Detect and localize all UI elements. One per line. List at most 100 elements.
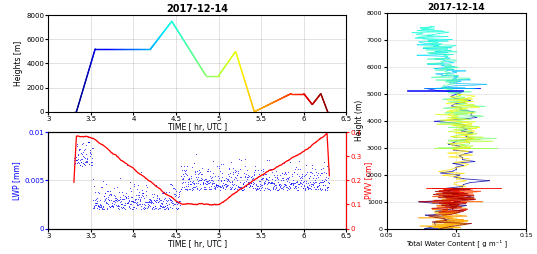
Point — [155, 207, 163, 211]
Point — [177, 187, 185, 191]
Point — [259, 173, 267, 177]
Point — [116, 195, 125, 199]
Point — [216, 162, 225, 166]
Point — [307, 182, 315, 186]
Point — [137, 188, 146, 193]
Point — [280, 184, 288, 188]
Point — [142, 189, 150, 193]
Point — [266, 167, 274, 171]
Point — [92, 201, 101, 205]
Point — [150, 207, 159, 211]
Point — [208, 175, 216, 179]
Point — [293, 167, 302, 171]
Point — [184, 182, 193, 186]
Point — [245, 180, 254, 184]
Point — [132, 201, 140, 205]
Point — [292, 186, 301, 190]
Point — [208, 171, 217, 175]
Point — [161, 203, 170, 208]
Point — [108, 203, 117, 207]
Point — [195, 187, 204, 191]
Point — [149, 205, 157, 209]
Point — [110, 202, 118, 206]
Point — [172, 193, 180, 197]
Point — [177, 174, 185, 178]
Point — [231, 168, 240, 172]
Point — [253, 187, 262, 191]
Point — [107, 192, 116, 196]
Point — [184, 177, 192, 181]
Point — [156, 203, 164, 208]
Point — [140, 207, 148, 211]
Point — [136, 198, 144, 202]
Point — [236, 180, 244, 184]
Point — [268, 185, 277, 189]
Point — [230, 175, 239, 179]
Point — [175, 194, 183, 198]
Point — [168, 205, 177, 210]
Point — [218, 184, 227, 188]
Point — [280, 171, 289, 175]
Point — [132, 193, 141, 197]
Point — [301, 172, 310, 176]
Point — [81, 160, 89, 164]
Point — [138, 191, 147, 195]
Point — [274, 187, 283, 191]
Point — [70, 156, 79, 160]
Point — [231, 183, 240, 187]
Point — [140, 202, 149, 206]
Point — [317, 180, 325, 184]
Point — [203, 180, 212, 184]
Point — [259, 181, 268, 185]
Point — [106, 189, 114, 193]
Point — [214, 183, 223, 187]
Point — [138, 202, 147, 206]
Point — [284, 176, 292, 180]
Point — [311, 176, 320, 180]
Point — [171, 192, 180, 196]
Point — [190, 170, 199, 174]
Point — [74, 152, 82, 156]
X-axis label: TIME [ hr, UTC ]: TIME [ hr, UTC ] — [168, 240, 227, 249]
Point — [211, 174, 219, 179]
Point — [165, 196, 173, 200]
Point — [212, 182, 220, 186]
Point — [300, 184, 308, 188]
Point — [317, 186, 326, 190]
Point — [151, 204, 159, 208]
Point — [258, 177, 267, 181]
Point — [86, 152, 95, 156]
Point — [268, 180, 277, 184]
Point — [266, 181, 274, 185]
Point — [281, 185, 290, 189]
Point — [98, 207, 107, 211]
Point — [278, 185, 287, 189]
Point — [126, 206, 134, 210]
Point — [205, 178, 213, 182]
Point — [142, 185, 151, 189]
Point — [308, 166, 316, 170]
Point — [291, 185, 300, 189]
Point — [179, 180, 187, 184]
Point — [71, 146, 79, 150]
Point — [203, 182, 212, 186]
Point — [78, 152, 86, 156]
Point — [129, 200, 138, 204]
Point — [312, 180, 321, 184]
Point — [123, 201, 132, 205]
Point — [194, 178, 203, 182]
Point — [224, 172, 233, 176]
Point — [246, 174, 255, 179]
Point — [260, 182, 268, 186]
Point — [187, 174, 195, 178]
Point — [158, 199, 167, 203]
Point — [122, 201, 131, 205]
Point — [89, 177, 97, 181]
Point — [229, 169, 238, 173]
Point — [88, 146, 96, 150]
Point — [99, 207, 108, 211]
Point — [96, 203, 104, 207]
Point — [314, 183, 323, 187]
Point — [102, 201, 111, 205]
Point — [222, 177, 231, 181]
